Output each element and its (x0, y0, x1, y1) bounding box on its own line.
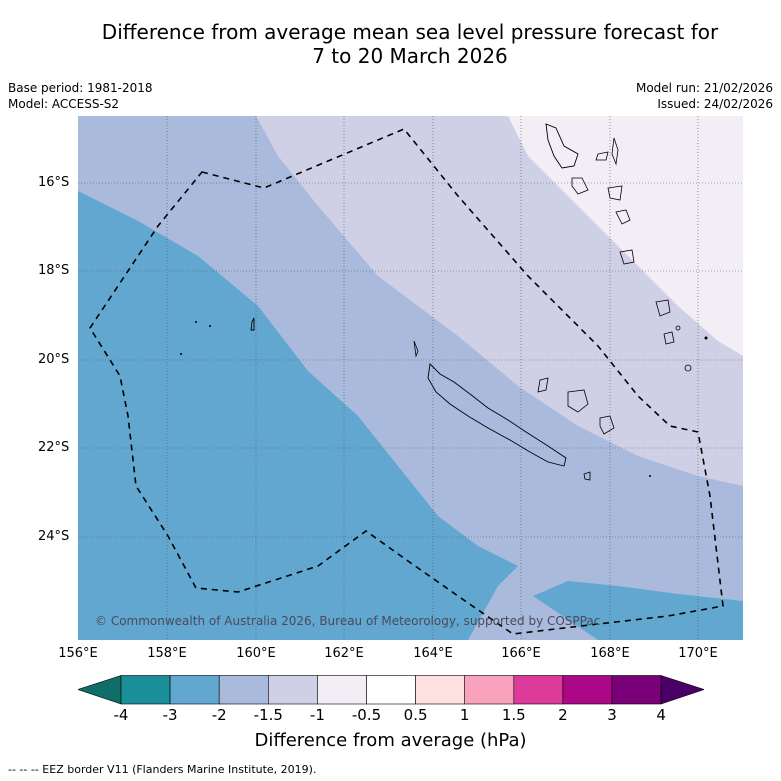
meta-left: Base period: 1981-2018 Model: ACCESS-S2 (8, 80, 153, 112)
colorbar-tick-label: -0.5 (351, 706, 382, 724)
longitude-label: 162°E (324, 646, 364, 661)
vanuatu-ambrym (607, 185, 623, 201)
colorbar-under-arrow (78, 675, 122, 705)
vanuatu-epi (615, 209, 631, 225)
colorbar-label: Difference from average (hPa) (254, 730, 527, 751)
colorbar-tick-label: -1 (309, 706, 325, 724)
colorbar-tick-label: 1 (459, 706, 470, 724)
colorbar-segment (513, 675, 564, 705)
latitude-label: 24°S (38, 529, 70, 544)
latitude-label: 16°S (38, 175, 70, 190)
model-name: Model: ACCESS-S2 (8, 97, 120, 111)
colorbar-segment (562, 675, 613, 705)
longitude-label: 170°E (678, 646, 718, 661)
colorbar-tick-label: -4 (113, 706, 129, 724)
colorbar-over-arrow (660, 675, 704, 705)
footer-note: -- -- -- EEZ border V11 (Flanders Marine… (8, 763, 317, 776)
islet-d (649, 475, 651, 477)
band-minus-3 (78, 191, 518, 640)
colorbar-segment (120, 675, 171, 705)
colorbar-segment (611, 675, 662, 705)
vanuatu-ambae (595, 151, 609, 161)
map-panel[interactable] (78, 116, 743, 640)
longitude-label: 156°E (58, 646, 98, 661)
vanuatu-erromango (655, 299, 671, 317)
colorbar-segment (317, 675, 367, 705)
colorbar-tick-label: -2 (211, 706, 227, 724)
latitude-label: 20°S (38, 352, 70, 367)
vanuatu-futuna (675, 325, 681, 331)
ouvea-island (537, 377, 549, 393)
colorbar-segment (415, 675, 466, 705)
colorbar-segment (366, 675, 416, 705)
colorbar-tick-label: -1.5 (253, 706, 283, 724)
colorbar-tick-label: 4 (656, 706, 666, 724)
new-caledonia-island (427, 363, 567, 467)
islet-b (209, 325, 211, 327)
latitude-label: 18°S (38, 263, 70, 278)
longitude-label: 160°E (236, 646, 276, 661)
colorbar-tick-label: 2 (558, 706, 568, 724)
longitude-label: 166°E (501, 646, 541, 661)
eez-border (89, 128, 724, 635)
longitude-label: 164°E (413, 646, 453, 661)
band-minus-1 (508, 116, 743, 356)
vanuatu-tanna (663, 331, 675, 345)
mare-island (599, 415, 615, 435)
colorbar-segment (464, 675, 515, 705)
colorbar-tick-label: 1.5 (501, 706, 526, 724)
colorbar-tick-label: -3 (162, 706, 178, 724)
vanuatu-efate (619, 249, 635, 265)
map-svg (78, 116, 743, 640)
base-period: Base period: 1981-2018 (8, 81, 153, 95)
belep-island (413, 340, 419, 358)
model-run: Model run: 21/02/2026 (635, 81, 773, 95)
chesterfield-islet (250, 317, 255, 331)
issued-date: Issued: 24/02/2026 (657, 97, 773, 111)
colorbar-segment (218, 675, 269, 705)
islet-c (180, 353, 182, 355)
title-line-2: 7 to 20 March 2026 (312, 44, 508, 68)
longitude-label: 168°E (590, 646, 630, 661)
latitude-label: 22°S (38, 440, 70, 455)
islet-a (195, 321, 197, 323)
vanuatu-aneityum (704, 336, 708, 340)
colorbar (78, 675, 704, 705)
meta-right: Model run: 21/02/2026 Issued: 24/02/2026 (636, 80, 773, 112)
longitude-label: 158°E (147, 646, 187, 661)
vanuatu-maewo (611, 137, 619, 166)
copyright-notice: © Commonwealth of Australia 2026, Bureau… (95, 614, 601, 628)
graticule (78, 116, 743, 640)
chart-title: Difference from average mean sea level p… (40, 20, 780, 68)
lifou-island (567, 389, 589, 413)
matthew-island (684, 364, 692, 372)
title-line-1: Difference from average mean sea level p… (101, 20, 719, 44)
colorbar-segment (268, 675, 318, 705)
vanuatu-malekula (571, 177, 589, 195)
vanuatu-espiritu-santo (545, 123, 579, 169)
colorbar-tick-label: 0.5 (403, 706, 428, 724)
colorbar-tick-label: 3 (607, 706, 617, 724)
colorbar-segment (169, 675, 220, 705)
isle-of-pines (583, 471, 591, 481)
